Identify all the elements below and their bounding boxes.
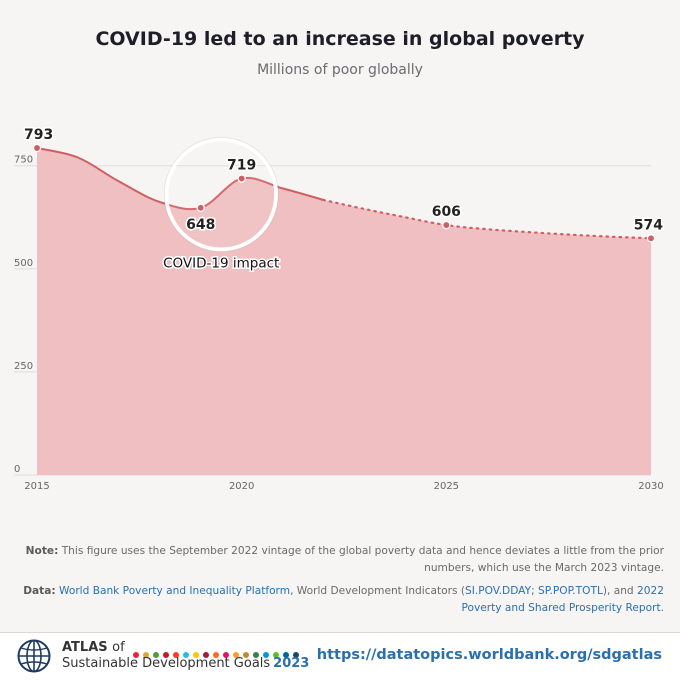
sdg-dot bbox=[153, 652, 159, 658]
sdg-dot bbox=[163, 652, 169, 658]
data-label: 606 bbox=[432, 204, 461, 220]
note-paragraph: Note: This figure uses the September 202… bbox=[22, 543, 664, 577]
source-text-2: ), and bbox=[602, 585, 638, 597]
footer: ATLAS of Sustainable Development Goals 20… bbox=[0, 633, 680, 680]
sdg-dot bbox=[293, 652, 299, 658]
source-link-sp-pop-totl[interactable]: SP.POP.TOTL bbox=[538, 585, 603, 597]
data-point bbox=[196, 203, 205, 213]
y-tick-label: 250 bbox=[14, 361, 33, 372]
data-point bbox=[646, 234, 656, 243]
sdg-dot bbox=[203, 652, 209, 658]
projection-line bbox=[322, 198, 653, 240]
atlas-subtitle-text: Sustainable Development Goals bbox=[62, 656, 271, 671]
sdg-dot bbox=[173, 652, 179, 658]
data-point bbox=[442, 220, 451, 230]
sdg-dot bbox=[213, 652, 219, 658]
data-label: 574 bbox=[634, 217, 663, 233]
note-label: Note: bbox=[25, 545, 59, 557]
x-tick-label: 2015 bbox=[24, 481, 49, 492]
chart-area: 0 250 500 750 2015 2020 2025 2030 COVID-19 impa… bbox=[14, 126, 665, 492]
area-fill bbox=[37, 148, 651, 475]
sdg-dot bbox=[273, 652, 279, 658]
data-point bbox=[237, 174, 246, 183]
source-link-psp-report[interactable]: 2022 Poverty and Shared Prosperity Repor… bbox=[461, 585, 664, 614]
covid-highlight-ring-shadow bbox=[163, 136, 279, 252]
sdg-dot bbox=[263, 652, 269, 658]
data-label: Data: bbox=[23, 585, 56, 597]
atlas-subtitle: Sustainable Development Goals 2023 bbox=[62, 656, 309, 671]
footer-divider bbox=[0, 632, 680, 633]
y-tick-label: 750 bbox=[14, 155, 33, 166]
source-text-end: . bbox=[660, 602, 664, 614]
sdg-dot bbox=[183, 652, 189, 658]
notes: Note: This figure uses the September 202… bbox=[22, 543, 664, 623]
sdg-dot bbox=[143, 652, 149, 658]
sdg-dot bbox=[193, 652, 199, 658]
sdg-dot bbox=[233, 652, 239, 658]
data-label: 719 bbox=[227, 158, 256, 174]
source-link-pip[interactable]: World Bank Poverty and Inequality Platfo… bbox=[58, 585, 291, 597]
sdg-dot bbox=[283, 652, 289, 658]
x-tick-label: 2020 bbox=[229, 481, 254, 492]
data-source-paragraph: Data: World Bank Poverty and Inequality … bbox=[22, 583, 664, 617]
source-separator: ; bbox=[531, 585, 539, 597]
y-tick-label: 500 bbox=[14, 258, 33, 269]
observed-line bbox=[36, 147, 325, 211]
footer-url-link[interactable]: https://datatopics.worldbank.org/sdgatla… bbox=[316, 647, 662, 663]
x-tick-label: 2030 bbox=[638, 481, 663, 492]
data-point bbox=[32, 143, 42, 153]
source-text-1: , World Development Indicators ( bbox=[290, 585, 466, 597]
covid-highlight-ring bbox=[164, 137, 279, 252]
globe-icon bbox=[17, 639, 51, 673]
atlas-word: ATLAS bbox=[62, 640, 108, 655]
sdg-color-dots bbox=[133, 643, 303, 658]
note-text: This figure uses the September 2022 vint… bbox=[61, 545, 664, 574]
sdg-dot bbox=[223, 652, 229, 658]
data-label: 793 bbox=[24, 127, 53, 143]
sdg-dot bbox=[133, 652, 139, 658]
chart-subtitle: Millions of poor globally bbox=[257, 62, 423, 78]
atlas-brand: ATLAS of bbox=[62, 640, 125, 655]
chart-title: COVID-19 led to an increase in global po… bbox=[95, 28, 585, 50]
y-tick-label: 0 bbox=[14, 464, 20, 475]
data-label: 648 bbox=[186, 217, 215, 233]
source-link-si-pov-dday[interactable]: SI.POV.DDAY bbox=[465, 585, 532, 597]
atlas-year: 2023 bbox=[273, 656, 310, 671]
sdg-dot bbox=[253, 652, 259, 658]
atlas-of: of bbox=[112, 640, 125, 655]
x-tick-label: 2025 bbox=[434, 481, 459, 492]
covid-impact-annotation: COVID-19 impact bbox=[163, 255, 279, 271]
sdg-dot bbox=[243, 652, 249, 658]
